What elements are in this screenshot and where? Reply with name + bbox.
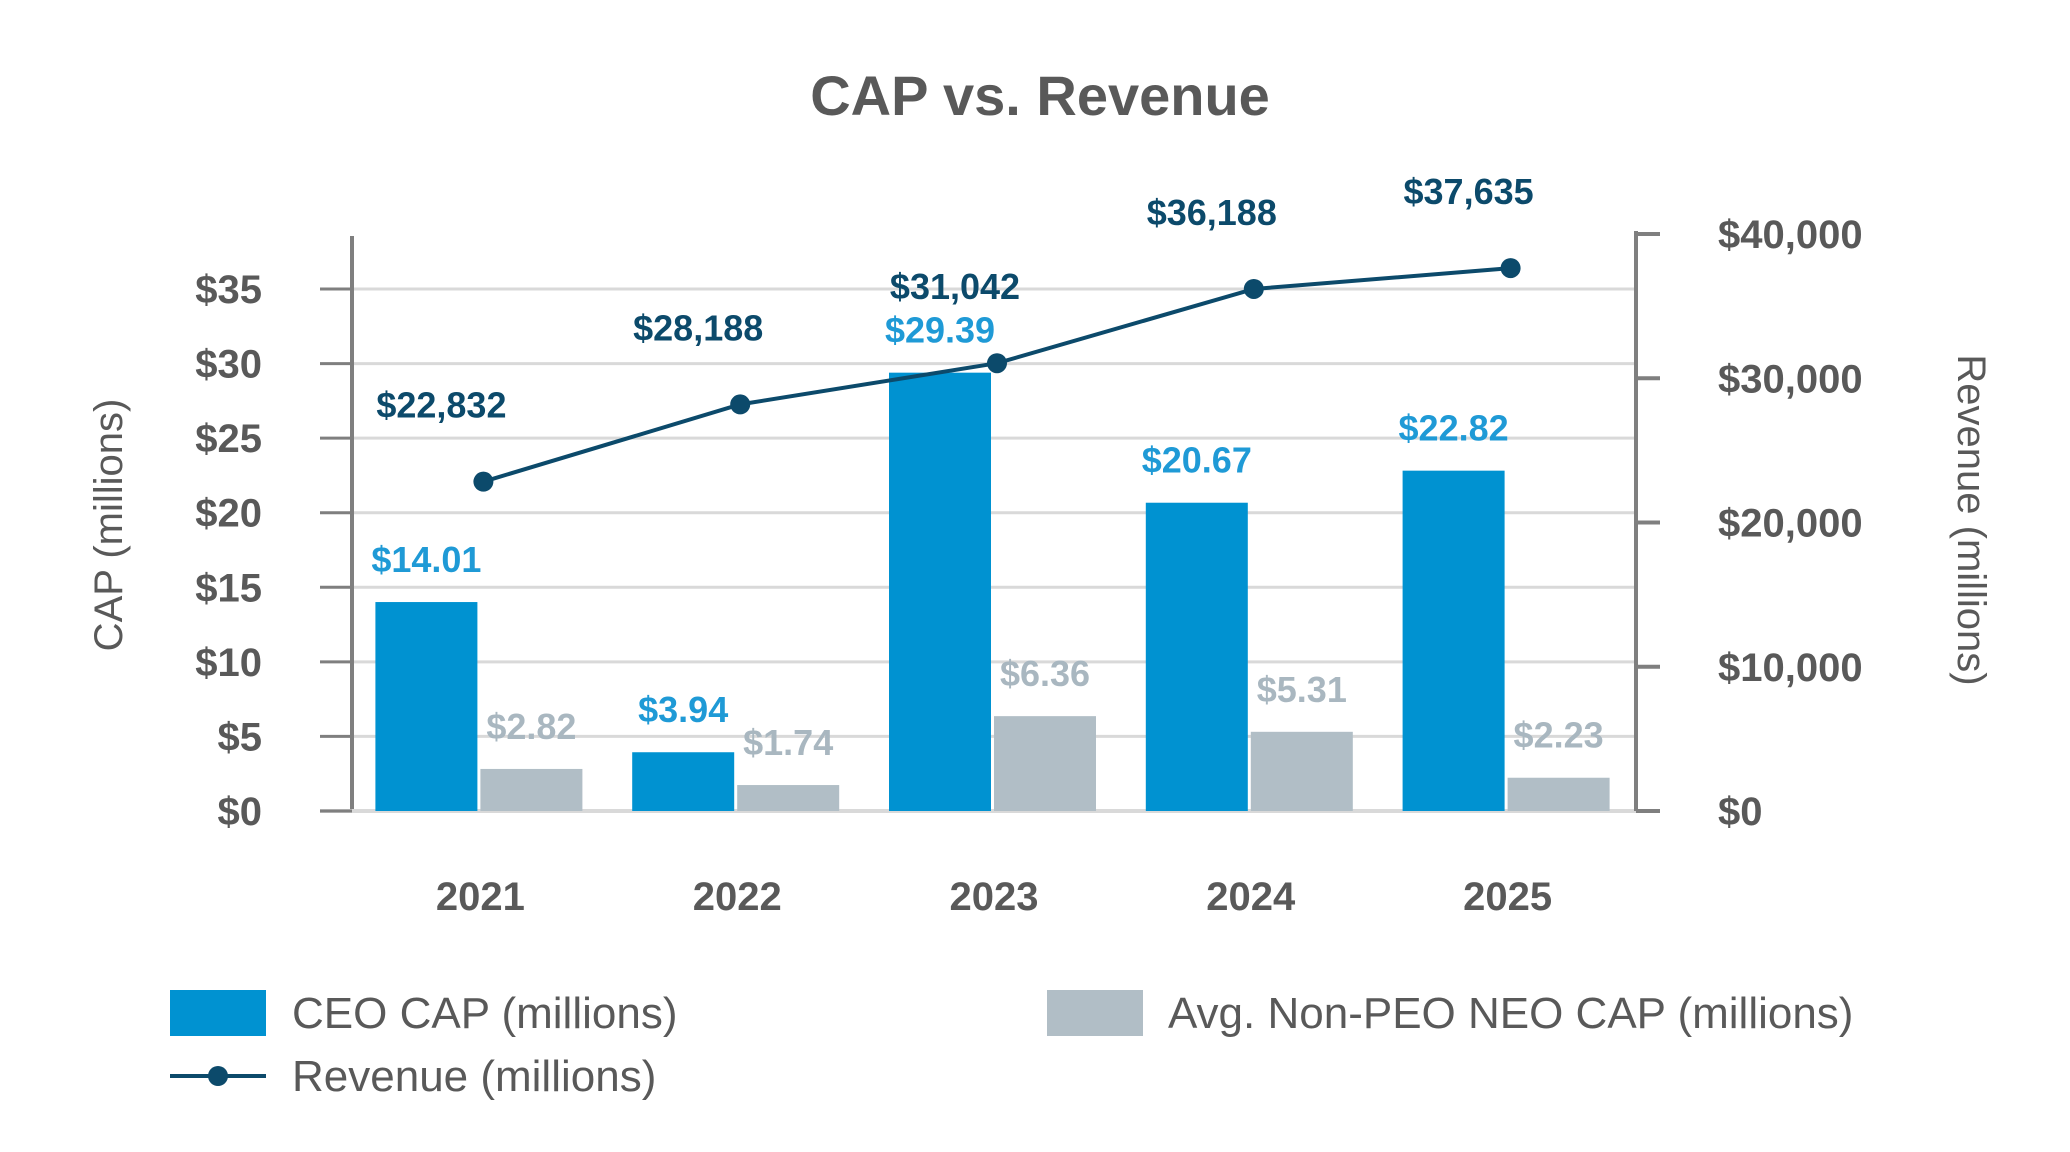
left-axis-ticks: $0 $5 $10 $15 $20 $25 $30 $35 xyxy=(195,268,352,834)
revenue-data-label: $37,635 xyxy=(1404,171,1534,212)
ceo-cap-bar xyxy=(1402,470,1505,811)
ceo-cap-data-label: $14.01 xyxy=(371,539,481,580)
y2-tick-label: $40,000 xyxy=(1718,213,1863,257)
y-tick-label: $5 xyxy=(218,715,263,759)
y-axis-title: CAP (millions) xyxy=(87,399,131,652)
legend-swatch-ceo-cap xyxy=(170,990,266,1036)
revenue-point xyxy=(1500,258,1521,279)
revenue-data-label: $36,188 xyxy=(1147,192,1277,233)
neo-cap-bar xyxy=(1250,731,1353,811)
y2-tick-label: $0 xyxy=(1718,790,1763,834)
legend-label-revenue: Revenue (millions) xyxy=(292,1052,656,1101)
ceo-cap-bar xyxy=(889,372,991,811)
ceo-cap-data-label: $3.94 xyxy=(638,689,728,730)
x-tick-label: 2025 xyxy=(1463,875,1552,919)
neo-cap-bar xyxy=(480,768,583,811)
x-tick-label: 2021 xyxy=(436,875,525,919)
revenue-point xyxy=(730,394,751,415)
y-tick-label: $15 xyxy=(195,566,262,610)
ceo-cap-bar xyxy=(1145,502,1248,811)
ceo-cap-bar xyxy=(375,602,478,811)
chart-title: CAP vs. Revenue xyxy=(810,64,1270,127)
legend-swatch-neo-cap xyxy=(1047,990,1143,1036)
right-axis-ticks: $0 $10,000 $20,000 $30,000 $40,000 xyxy=(1636,213,1863,834)
revenue-point xyxy=(473,471,494,492)
revenue-point xyxy=(987,353,1007,374)
ceo-cap-data-label: $29.39 xyxy=(885,310,995,351)
neo-cap-data-label: $6.36 xyxy=(1000,653,1090,694)
data-labels: $14.01 $2.82 $3.94 $1.74 $29.39 $6.36 $20.67 $5… xyxy=(371,171,1603,763)
y-tick-label: $35 xyxy=(195,268,262,312)
legend-marker-revenue xyxy=(208,1066,228,1086)
revenue-data-label: $31,042 xyxy=(890,266,1020,307)
neo-cap-data-label: $1.74 xyxy=(743,722,833,763)
y-tick-label: $20 xyxy=(195,492,262,536)
revenue-data-label: $28,188 xyxy=(633,307,763,348)
y-tick-label: $0 xyxy=(218,790,263,834)
revenue-data-label: $22,832 xyxy=(376,385,506,426)
y2-tick-label: $10,000 xyxy=(1718,646,1863,690)
y2-tick-label: $30,000 xyxy=(1718,357,1863,401)
x-tick-label: 2023 xyxy=(950,875,1039,919)
neo-cap-bar xyxy=(737,785,840,811)
x-axis-ticks: 2021 2022 2023 2024 2025 xyxy=(436,875,1552,919)
y-tick-label: $25 xyxy=(195,417,262,461)
legend: CEO CAP (millions) Avg. Non-PEO NEO CAP (… xyxy=(170,989,1853,1101)
neo-cap-data-label: $2.82 xyxy=(486,706,576,747)
neo-cap-data-label: $5.31 xyxy=(1257,669,1347,710)
ceo-cap-data-label: $20.67 xyxy=(1142,440,1252,481)
revenue-line-series xyxy=(473,258,1521,492)
legend-label-neo-cap: Avg. Non-PEO NEO CAP (millions) xyxy=(1168,989,1853,1038)
ceo-cap-bar xyxy=(632,752,735,811)
neo-cap-bar xyxy=(994,716,1096,811)
bars xyxy=(375,372,1610,811)
x-tick-label: 2022 xyxy=(693,875,782,919)
y-tick-label: $10 xyxy=(195,641,262,685)
y2-tick-label: $20,000 xyxy=(1718,502,1863,546)
x-tick-label: 2024 xyxy=(1206,875,1296,919)
y2-axis-title: Revenue (millions) xyxy=(1949,354,1993,685)
y-tick-label: $30 xyxy=(195,343,262,387)
ceo-cap-data-label: $22.82 xyxy=(1399,408,1509,449)
neo-cap-data-label: $2.23 xyxy=(1514,715,1604,756)
neo-cap-bar xyxy=(1507,777,1610,811)
revenue-point xyxy=(1243,278,1264,299)
legend-label-ceo-cap: CEO CAP (millions) xyxy=(292,989,677,1038)
